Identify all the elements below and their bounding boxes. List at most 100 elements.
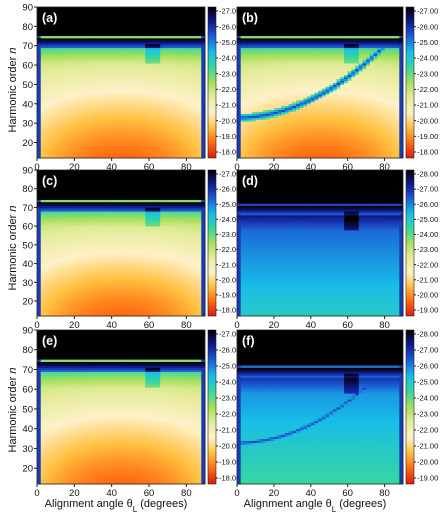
heatmap-cell (395, 154, 400, 157)
heatmap-cell (388, 144, 393, 147)
heatmap-cell (78, 39, 83, 43)
heatmap-cell (141, 63, 146, 66)
heatmap-cell (107, 109, 113, 112)
heatmap-cell (296, 86, 301, 89)
heatmap-cell (175, 96, 180, 99)
heatmap-cell (237, 128, 242, 132)
heatmap-cell (380, 94, 385, 97)
heatmap-cell (104, 101, 109, 105)
heatmap-cell (190, 146, 195, 149)
heatmap-cell (107, 45, 113, 49)
heatmap-cell (369, 80, 374, 83)
heatmap-cell (395, 148, 400, 151)
heatmap-cell (299, 92, 304, 95)
heatmap-cell (201, 109, 206, 112)
heatmap-cell (299, 72, 304, 76)
heatmap-cell (325, 80, 330, 83)
heatmap-cell (44, 142, 49, 145)
heatmap-cell (288, 144, 293, 147)
heatmap-cell (134, 45, 139, 49)
heatmap-cell (321, 154, 326, 157)
heatmap-cell (96, 132, 101, 136)
heatmap-cell (343, 152, 349, 155)
heatmap-cell (40, 55, 45, 58)
heatmap-cell (160, 84, 165, 87)
heatmap-cell (347, 115, 352, 118)
heatmap-cell (59, 109, 64, 112)
heatmap-cell (78, 76, 83, 80)
heatmap-cell (299, 101, 304, 105)
heatmap-cell (284, 84, 290, 87)
heatmap-cell (296, 65, 301, 68)
heatmap-cell (119, 146, 124, 149)
heatmap-cell (59, 68, 64, 72)
heatmap-cell (255, 88, 260, 91)
heatmap-cell (175, 57, 180, 60)
heatmap-cell (70, 96, 75, 99)
heatmap-cell (197, 63, 202, 66)
heatmap-cell (89, 132, 94, 136)
heatmap-cell (119, 113, 124, 116)
heatmap-cell (59, 45, 64, 49)
heatmap-cell (391, 67, 397, 70)
heatmap-cell (175, 140, 180, 143)
heatmap-cell (336, 150, 341, 153)
heatmap-cell (70, 140, 75, 143)
heatmap-cell (296, 113, 301, 116)
heatmap-cell (81, 61, 86, 64)
heatmap-cell (362, 101, 367, 105)
heatmap-cell (296, 99, 301, 103)
heatmap-cell (130, 101, 135, 105)
heatmap-cell (78, 127, 83, 130)
heatmap-cell (262, 138, 267, 141)
heatmap-cell (111, 127, 116, 130)
heatmap-cell (190, 55, 195, 58)
heatmap-cell (201, 103, 206, 107)
heatmap-cell (122, 76, 127, 80)
heatmap-cell (44, 86, 49, 89)
heatmap-cell (288, 132, 293, 136)
heatmap-cell (96, 127, 101, 130)
heatmap-cell (134, 107, 139, 111)
heatmap-cell (197, 86, 202, 89)
heatmap-cell (145, 94, 150, 97)
heatmap-cell (259, 70, 264, 74)
heatmap-cell (288, 156, 293, 159)
heatmap-cell (380, 146, 385, 149)
heatmap-cell (284, 127, 290, 130)
heatmap-cell (296, 154, 301, 157)
heatmap-cell (237, 105, 242, 109)
heatmap-cell (119, 138, 124, 141)
heatmap-cell (51, 127, 57, 130)
heatmap-cell (163, 57, 169, 60)
heatmap-cell (66, 63, 71, 66)
heatmap-cell (270, 107, 275, 111)
heatmap-cell (395, 132, 400, 136)
heatmap-cell (197, 45, 202, 49)
heatmap-cell (66, 115, 71, 118)
heatmap-cell (325, 107, 330, 111)
heatmap-cell (130, 136, 135, 140)
heatmap-cell (89, 57, 94, 60)
y-tick-label: 70 (22, 41, 33, 52)
heatmap-cell (201, 70, 206, 74)
heatmap-cell (48, 67, 53, 70)
heatmap-cell (134, 57, 139, 60)
heatmap-cell (152, 97, 157, 101)
heatmap-cell (81, 142, 86, 145)
heatmap-cell (145, 152, 150, 155)
heatmap-cell (377, 99, 382, 103)
heatmap-cell (107, 61, 113, 64)
heatmap-cell (78, 154, 83, 157)
heatmap-cell (251, 76, 256, 80)
heatmap-cell (107, 88, 113, 91)
heatmap-cell (340, 76, 345, 80)
heatmap-cell (314, 150, 319, 153)
heatmap-cell (266, 115, 271, 118)
heatmap-cell (156, 84, 161, 87)
heatmap-cell (44, 47, 49, 50)
heatmap-cell (145, 109, 150, 112)
heatmap-cell (248, 132, 253, 136)
heatmap-cell (122, 117, 127, 120)
heatmap-cell (355, 123, 360, 126)
